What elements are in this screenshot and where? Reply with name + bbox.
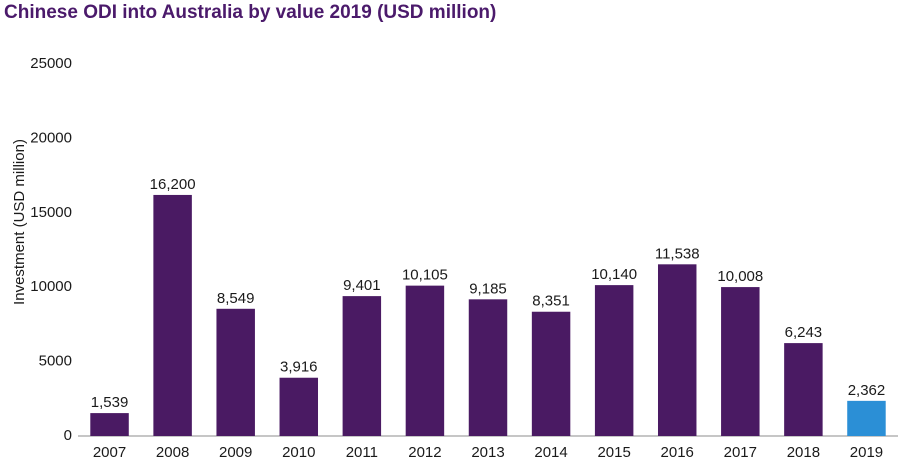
bar-2016 [657,264,697,436]
x-tick-label-2010: 2010 [282,444,315,461]
data-label-2014: 8,351 [532,293,570,310]
x-tick-label-2017: 2017 [724,444,757,461]
data-label-2012: 10,105 [402,267,448,284]
y-tick-label: 0 [64,427,72,444]
bar-2007 [90,413,129,436]
data-label-2011: 9,401 [343,277,381,294]
data-label-2008: 16,200 [150,176,196,193]
y-tick-label: 10000 [30,278,72,295]
x-tick-label-2011: 2011 [346,444,378,461]
x-tick-label-2008: 2008 [156,444,189,461]
bar-2019 [847,400,886,436]
chart-title: Chinese ODI into Australia by value 2019… [4,2,497,23]
x-tick-label-2009: 2009 [219,444,252,461]
bar-2012 [405,285,445,436]
x-tick-label-2013: 2013 [471,444,504,461]
x-tick-label-2014: 2014 [534,444,567,461]
data-label-2018: 6,243 [785,324,823,341]
x-tick-label-2019: 2019 [850,444,883,461]
data-label-2007: 1,539 [91,394,129,411]
bar-2013 [468,299,508,436]
bar-2015 [594,285,634,436]
y-tick-label: 25000 [30,55,72,72]
bar-2014 [531,311,571,436]
x-tick-label-2018: 2018 [787,444,820,461]
x-tick-label-2012: 2012 [408,444,441,461]
bar-2017 [721,287,760,436]
data-label-2013: 9,185 [469,280,507,297]
y-tick-label: 20000 [30,129,72,146]
bar-2010 [279,377,319,436]
x-tick-label-2007: 2007 [93,444,126,461]
x-tick-label-2015: 2015 [597,444,630,461]
bar-2009 [216,308,255,436]
bar-2008 [153,194,192,436]
data-label-2009: 8,549 [217,290,255,307]
x-tick-label-2016: 2016 [661,444,694,461]
data-label-2019: 2,362 [848,382,886,399]
data-label-2015: 10,140 [591,266,637,283]
bar-2011 [342,296,382,436]
y-tick-label: 5000 [39,353,72,370]
y-axis-label: Investment (USD million) [11,139,28,305]
data-label-2010: 3,916 [280,359,318,376]
data-label-2017: 10,008 [717,268,763,285]
y-tick-label: 15000 [30,204,72,221]
data-label-2016: 11,538 [655,245,700,262]
bar-2018 [784,343,823,436]
